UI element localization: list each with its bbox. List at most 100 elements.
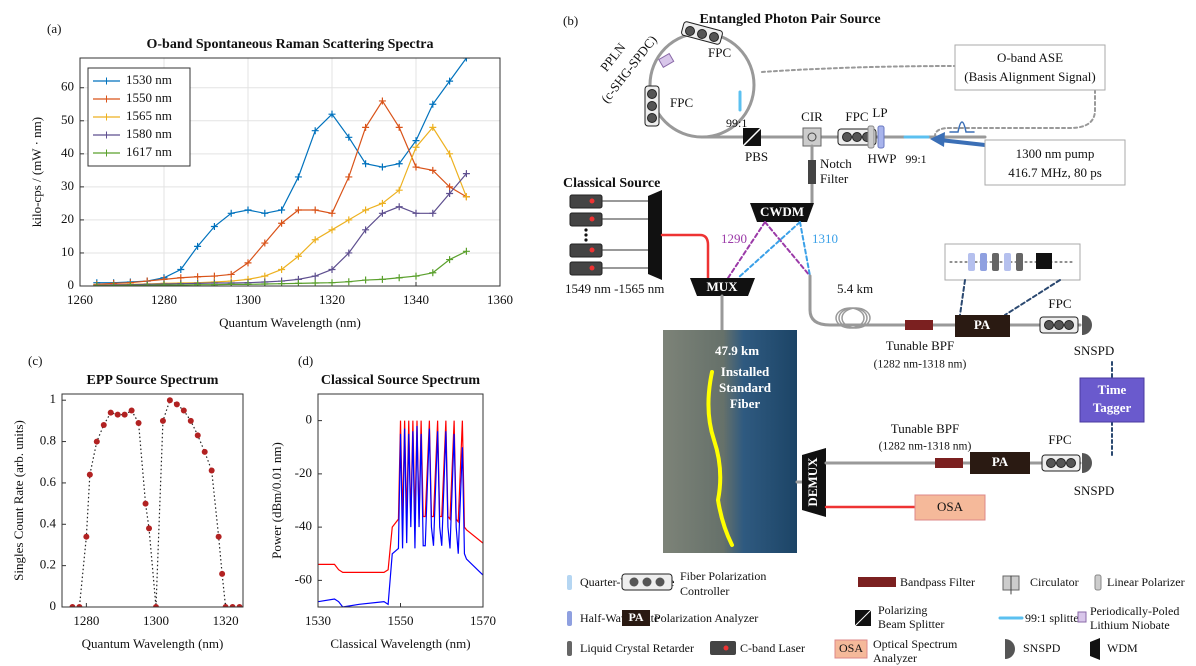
axis-frame: [317, 393, 484, 608]
legend-label: Polarizing: [878, 603, 927, 617]
marker: [194, 242, 202, 250]
marker: [412, 163, 420, 171]
snspd: [1082, 453, 1092, 473]
y-tick-label: 0: [306, 412, 313, 427]
marker: [208, 467, 215, 474]
circle-shape: [1044, 320, 1054, 330]
polygon-shape: [1090, 638, 1100, 660]
pa: [970, 452, 1030, 474]
marker: [378, 199, 386, 207]
y-tick-label: 40: [61, 145, 74, 160]
marker: [378, 275, 386, 283]
marker: [278, 219, 286, 227]
tagger-label: Tagger: [1093, 400, 1132, 415]
line-shape: [854, 609, 872, 627]
rect-shape: [569, 212, 603, 227]
marker: [126, 281, 134, 286]
pump-label: 1300 nm pump: [1016, 146, 1095, 161]
x-axis-label: Quantum Wavelength (nm): [219, 315, 361, 330]
bpf-range: (1282 nm-1318 nm): [874, 359, 967, 371]
marker: [215, 533, 222, 540]
lp-label: LP: [872, 105, 887, 120]
laser-fibers: [601, 200, 649, 269]
marker: [146, 525, 153, 532]
marker: [429, 123, 437, 131]
legend-label: WDM: [1107, 641, 1138, 655]
spool: [835, 307, 871, 329]
circle-shape: [852, 132, 862, 142]
marker: [395, 160, 403, 168]
spool-label: 5.4 km: [837, 281, 873, 296]
classical-source-title: Classical Source: [563, 176, 660, 191]
circle-shape: [709, 32, 719, 42]
marker: [177, 281, 185, 286]
legend-label: Optical Spectrum: [873, 637, 958, 651]
marker: [210, 272, 218, 280]
lasers: [569, 194, 603, 276]
circle-shape: [723, 645, 729, 651]
charts: (a) O-band Spontaneous Raman Scattering S…: [11, 21, 513, 651]
legend-label: Linear Polarizer: [1107, 575, 1185, 589]
marker: [261, 280, 269, 286]
rect-shape: [968, 253, 975, 271]
cwdm-label: CWDM: [760, 204, 804, 219]
marker: [278, 280, 286, 286]
fpc: [837, 128, 877, 146]
circle-shape: [655, 577, 665, 587]
cir-label: CIR: [801, 109, 823, 124]
setup-diagram: (b) Entangled Photon Pair Source 99:1 FP…: [563, 12, 1185, 665]
circle-shape: [842, 132, 852, 142]
chart-title: O-band Spontaneous Raman Scattering Spec…: [146, 37, 433, 52]
channel-label: 1290: [721, 231, 747, 246]
pa-label: PA: [992, 454, 1009, 469]
y-tick-label: 30: [61, 178, 74, 193]
rect-shape: [980, 253, 987, 271]
marker: [76, 604, 83, 607]
marker: [328, 265, 336, 273]
y-tick-label: 0: [68, 277, 75, 292]
pbs: [742, 127, 762, 147]
fiber-route: [706, 370, 734, 547]
marker: [173, 401, 180, 408]
marker: [135, 419, 142, 426]
marker: [152, 604, 159, 607]
marker: [294, 252, 302, 260]
legend-marker: [103, 77, 110, 85]
diagram-title: Entangled Photon Pair Source: [699, 12, 880, 27]
marker: [362, 123, 370, 131]
marker: [345, 133, 353, 141]
arrow-head: [930, 132, 945, 147]
marker: [114, 411, 121, 418]
marker: [222, 604, 229, 607]
y-tick-label: -60: [295, 571, 312, 586]
axis-frame: [61, 393, 244, 608]
fiber-label: Fiber: [730, 396, 761, 411]
laser-range: 1549 nm -1565 nm: [565, 281, 664, 296]
circle-shape: [1054, 320, 1064, 330]
y-tick-label: 20: [61, 211, 74, 226]
marker: [244, 206, 252, 214]
marker: [328, 110, 336, 118]
marker: [261, 209, 269, 217]
marker: [395, 186, 403, 194]
circle-shape: [647, 89, 657, 99]
circle-shape: [1046, 458, 1056, 468]
legend-label: Beam Splitter: [878, 617, 944, 631]
pa-zoom: [959, 279, 1061, 316]
marker: [446, 150, 454, 158]
marker: [100, 422, 107, 429]
marker: [210, 223, 218, 231]
marker: [210, 281, 218, 286]
circulator: [802, 127, 822, 147]
marker: [362, 160, 370, 168]
x-tick-label: 1320: [213, 613, 239, 628]
rect-shape: [992, 253, 999, 271]
fiber-label: Standard: [719, 380, 772, 395]
channel-1310: [737, 221, 811, 279]
circle-shape: [1056, 458, 1066, 468]
marker: [160, 281, 168, 286]
x-axis-label: Quantum Wavelength (nm): [82, 636, 224, 651]
marker: [429, 209, 437, 217]
legend-label: Liquid Crystal Retarder: [580, 641, 694, 655]
legend-label: 1580 nm: [126, 126, 172, 141]
